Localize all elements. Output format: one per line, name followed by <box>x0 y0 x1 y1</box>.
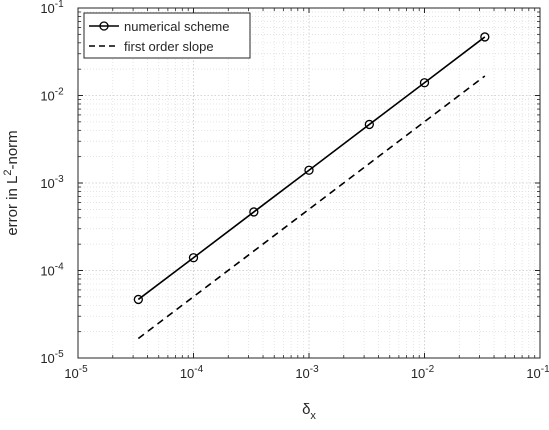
data-point-numerical-scheme <box>188 253 199 263</box>
y-tick-label-exponent: -2 <box>55 87 64 98</box>
y-tick-label-exponent: -1 <box>55 0 64 10</box>
y-tick-label: 10-3 <box>40 174 64 191</box>
legend: numerical scheme first order slope <box>83 12 251 59</box>
x-tick-label-exponent: -4 <box>194 364 203 375</box>
y-axis-label-superscript: 2 <box>2 170 14 176</box>
y-tick-label: 10-2 <box>40 87 64 104</box>
series-layer <box>133 32 490 340</box>
legend-label-numerical-scheme: numerical scheme <box>124 19 230 34</box>
x-tick-label-exponent: -5 <box>79 364 88 375</box>
y-tick-label: 10-5 <box>40 349 64 366</box>
data-point-numerical-scheme <box>249 207 259 217</box>
x-tick-label-exponent: -2 <box>425 364 434 375</box>
data-point-numerical-scheme <box>133 294 143 305</box>
y-axis-label: error in L2-norm <box>2 130 21 235</box>
y-tick-label-base: 10 <box>40 351 54 366</box>
data-point-numerical-scheme <box>364 119 374 130</box>
x-tick-label-base: 10 <box>180 366 194 381</box>
x-tick-label-base: 10 <box>526 366 540 381</box>
y-tick-label-exponent: -4 <box>55 262 64 273</box>
legend-marker-numerical-scheme <box>99 21 109 31</box>
x-axis-label-symbol: δ <box>302 401 310 418</box>
x-tick-label: 10-4 <box>180 364 204 381</box>
y-tick-label-base: 10 <box>40 89 54 104</box>
legend-label-first-order-slope: first order slope <box>124 39 214 54</box>
x-tick-label: 10-1 <box>526 364 549 381</box>
x-tick-label: 10-3 <box>295 364 319 381</box>
tick-labels: 10-5 10-4 10-3 10-2 10-110-510-410-310-210-1 <box>40 0 549 381</box>
y-axis-label-base: error in L <box>4 176 21 236</box>
y-axis-label-suffix: -norm <box>4 130 21 169</box>
series-line-numerical-scheme <box>137 36 486 301</box>
data-point-numerical-scheme <box>304 165 314 175</box>
y-tick-label: 10-4 <box>40 262 64 279</box>
y-tick-label-base: 10 <box>40 264 54 279</box>
x-axis-label-subscript: x <box>310 410 316 422</box>
x-tick-label-base: 10 <box>295 366 309 381</box>
x-tick-label-base: 10 <box>64 366 78 381</box>
x-tick-label-base: 10 <box>411 366 425 381</box>
series-line-first-order-slope <box>137 75 486 340</box>
x-tick-label-exponent: -1 <box>541 364 549 375</box>
x-tick-label-exponent: -3 <box>310 364 319 375</box>
y-tick-label-base: 10 <box>40 1 54 16</box>
axis-ticks <box>77 7 541 359</box>
y-tick-label-exponent: -3 <box>55 174 64 185</box>
x-tick-label: 10-2 <box>411 364 435 381</box>
y-tick-label: 10-1 <box>40 0 64 16</box>
y-tick-label-base: 10 <box>40 176 54 191</box>
x-axis-label: δx <box>302 401 316 422</box>
x-tick-label: 10-5 <box>64 364 88 381</box>
legend-box <box>83 12 251 59</box>
data-point-numerical-scheme <box>419 78 430 88</box>
data-point-numerical-scheme <box>480 32 490 42</box>
y-tick-label-exponent: -5 <box>55 349 64 360</box>
